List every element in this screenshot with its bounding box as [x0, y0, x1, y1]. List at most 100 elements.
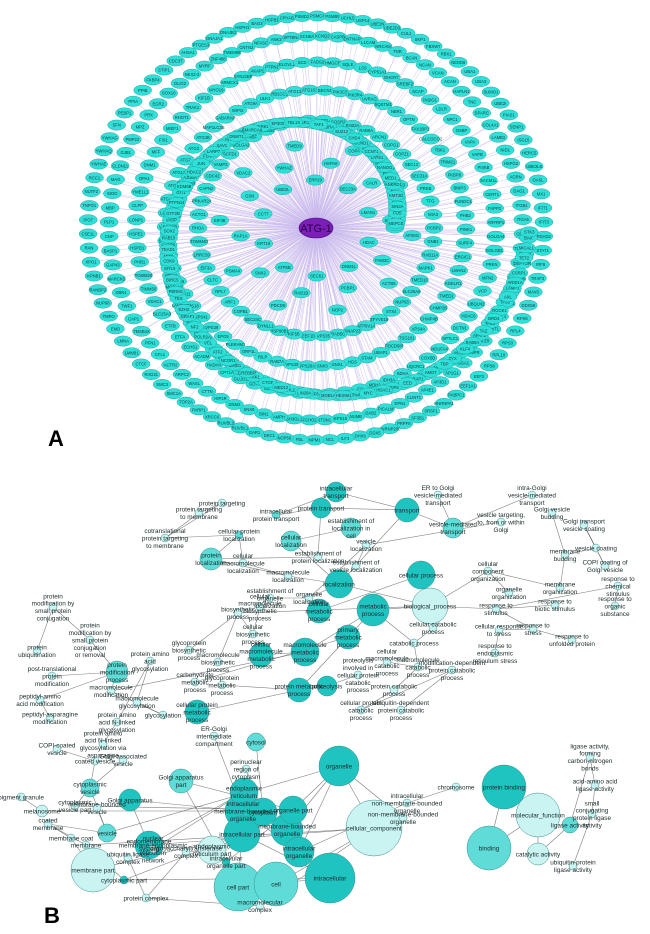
gene-label: INSIG1: [423, 97, 437, 102]
gene-label: ACTN4: [346, 393, 360, 398]
spoke-edge: [196, 227, 317, 330]
gene-label: TES: [174, 296, 182, 301]
gene-node-arpc2: ARPC2: [172, 368, 192, 380]
gene-label: CSRP1: [512, 271, 527, 276]
gene-label: AXL: [504, 294, 513, 299]
gene-node-shape: [524, 160, 544, 172]
gene-node-shape: [166, 55, 185, 67]
gene-label: HSPD1: [130, 245, 145, 250]
gene-label: AMPH: [273, 414, 285, 419]
gene-label: NPM1: [309, 438, 321, 443]
gene-node-shape: [418, 384, 437, 396]
gene-node-shape: [185, 321, 204, 333]
go-term-label: response to chemical stimulus: [601, 576, 635, 598]
gene-label: CNTN2: [239, 45, 254, 50]
spoke-edge: [230, 227, 317, 363]
go-term-label: protein modification process: [100, 662, 135, 684]
gene-node-nkx2-2: NKX2-2: [182, 68, 202, 80]
gene-label: ATP6V1A: [357, 323, 375, 328]
gene-node-shape: [390, 398, 410, 409]
gene-node-atg4b: ATG4B: [193, 131, 213, 143]
gene-node-shape: [468, 149, 487, 160]
spoke-edge: [185, 227, 317, 313]
gene-node-slc25a5: SLC25A5: [402, 286, 421, 297]
gene-node-shape: [478, 272, 497, 284]
gene-node-shape: [253, 351, 272, 363]
gene-node-sec24c: SEC24C: [243, 313, 262, 325]
gene-node-shape: [450, 322, 470, 334]
gene-label: TMED9: [287, 144, 302, 149]
gene-node-golga4: GOLGA4: [486, 230, 505, 242]
gene-label: EEF1A1: [460, 384, 476, 389]
go-term-label: response to unfolded protein: [549, 634, 595, 648]
go-term-label: COPI-coated vesicle: [39, 743, 76, 757]
gene-node-shape: [220, 296, 240, 308]
gene-label: NBR1: [391, 109, 403, 114]
gene-label: KDELR1: [445, 281, 462, 286]
gene-node-shape: [528, 174, 548, 186]
gene-node-srebf2: SREBF2: [395, 78, 415, 90]
gene-node-wipi2: WIPI2: [228, 104, 247, 116]
gene-label: BIRC5: [166, 277, 179, 282]
gene-label: STAM: [361, 355, 373, 360]
gene-node-shape: [205, 32, 224, 44]
gene-node-cnp: CNP: [100, 231, 119, 242]
gene-node-shape: [193, 331, 212, 343]
gene-node-arid1a: ARID1A: [505, 276, 525, 288]
gene-node-shape: [368, 66, 387, 78]
gene-label: SEC31A: [411, 174, 427, 179]
gene-node-ubap1: UBAP1: [371, 347, 391, 358]
gene-node-shape: [410, 33, 430, 45]
gene-node-shape: [479, 175, 498, 187]
gene-label: RUVBL2: [218, 420, 235, 425]
gene-node-shape: [370, 131, 389, 143]
gene-node-nanog: NANOG: [375, 161, 394, 173]
gene-node-shape: [382, 305, 401, 317]
go-term-label: protein ubiquitination: [18, 645, 56, 659]
gene-label: NANOG: [377, 165, 392, 170]
gene-label: IFIT3: [539, 220, 549, 225]
gene-label: PDCD6IP: [385, 343, 403, 348]
gene-node-shape: [420, 94, 440, 106]
gene-node-shape: [273, 184, 293, 195]
gene-label: LAMB1: [492, 135, 506, 140]
gene-node-pbrm1: PBRM1: [166, 285, 186, 297]
gene-label: VCP: [478, 289, 487, 294]
go-term-label: post-translational protein modification: [28, 666, 77, 688]
go-term-label: cytoplasmic vesicle: [73, 782, 107, 796]
gene-node-map1lc3b: MAP1LC3B: [203, 121, 225, 133]
spoke-edge: [168, 227, 317, 257]
spoke-edge: [315, 227, 497, 316]
spoke-edge: [315, 165, 384, 229]
gene-label: PI4KB: [478, 165, 490, 170]
go-term-label: carbohydrate metabolic process: [176, 672, 214, 694]
gene-label: UBE2N: [370, 21, 384, 26]
spoke-edge: [172, 227, 317, 281]
gene-label: KMT2D: [389, 193, 403, 198]
gene-node-uba1: UBA1: [460, 66, 480, 77]
go-term-label: intracellular part: [219, 831, 265, 838]
gene-node-shape: [357, 124, 376, 136]
gene-node-shape: [101, 245, 120, 257]
gene-node-tfg: TFG: [421, 195, 440, 207]
spoke-edge: [315, 186, 395, 229]
gene-node-eif3a: EIF3A: [197, 262, 216, 274]
gene-node-shape: [100, 202, 120, 214]
gene-label: ARF6: [308, 392, 319, 397]
gene-node-lman2: LMAN2: [449, 265, 468, 276]
gene-label: PIAS1: [503, 113, 516, 118]
gene-node-tmpo: TMPO: [99, 310, 118, 322]
gene-node-shape: [139, 109, 158, 121]
gene-label: FBXW7: [426, 44, 441, 49]
gene-label: PRKN: [486, 262, 498, 267]
gene-node-shape: [519, 299, 538, 311]
gene-label: ATG101: [302, 88, 318, 93]
gene-label: ANKRD1: [385, 182, 403, 187]
gene-label: LRRC59: [194, 252, 211, 257]
gene-node-opa1: OPA1: [135, 172, 154, 184]
gene-label: ARF1: [225, 300, 236, 305]
go-term-label: ER to Golgi vesicle-mediated transport: [414, 485, 462, 507]
go-term-label: intra-Golgi vesicle-mediated transport: [508, 485, 556, 507]
spoke-edge: [234, 227, 317, 366]
gene-label: RAB7A: [270, 359, 284, 364]
